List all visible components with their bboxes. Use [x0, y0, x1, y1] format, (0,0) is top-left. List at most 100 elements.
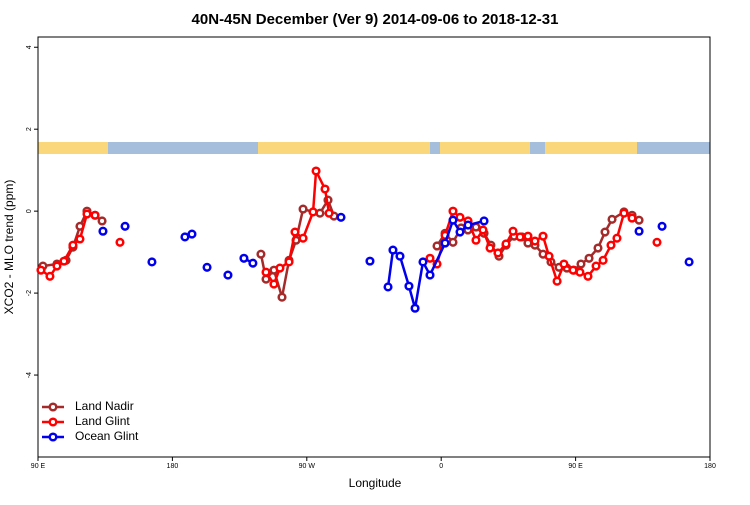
data-point — [493, 248, 503, 258]
data-point — [97, 216, 107, 226]
data-point — [455, 212, 465, 222]
data-point — [147, 257, 157, 267]
data-point — [239, 253, 249, 263]
data-point — [261, 267, 271, 277]
data-point — [256, 249, 266, 259]
data-point — [320, 184, 330, 194]
legend-label: Land Glint — [75, 414, 130, 428]
y-axis-label: XCO2 - MLO trend (ppm) — [2, 180, 16, 315]
data-point — [298, 204, 308, 214]
data-point — [583, 271, 593, 281]
data-point — [223, 270, 233, 280]
data-point — [575, 267, 585, 277]
x-tick-label: 180 — [167, 463, 179, 470]
data-point — [619, 208, 629, 218]
data-point — [395, 251, 405, 261]
data-point — [501, 239, 511, 249]
data-point — [479, 216, 489, 226]
x-tick-label: 0 — [439, 463, 443, 470]
x-tick-label: 90 E — [568, 463, 583, 470]
data-point — [432, 241, 442, 251]
data-point — [485, 243, 495, 253]
x-axis-label: Longitude — [349, 476, 402, 490]
plot-frame — [37, 36, 711, 458]
data-point — [115, 237, 125, 247]
data-point — [568, 265, 578, 275]
chart-title: 40N-45N December (Ver 9) 2014-09-06 to 2… — [192, 11, 559, 28]
data-point — [448, 206, 458, 216]
legend-marker — [48, 417, 58, 427]
data-point — [600, 227, 610, 237]
data-point — [365, 256, 375, 266]
data-point — [248, 258, 258, 268]
legend-marker — [48, 432, 58, 442]
data-point — [463, 220, 473, 230]
data-point — [634, 215, 644, 225]
data-point — [598, 255, 608, 265]
data-point — [612, 233, 622, 243]
data-point — [75, 234, 85, 244]
data-point — [593, 243, 603, 253]
data-point — [75, 221, 85, 231]
data-point — [388, 245, 398, 255]
data-point — [308, 207, 318, 217]
legend-label: Ocean Glint — [75, 429, 139, 443]
data-point — [652, 237, 662, 247]
data-point — [538, 231, 548, 241]
data-point — [90, 210, 100, 220]
data-point — [410, 303, 420, 313]
data-point — [425, 253, 435, 263]
land-ocean-strip — [38, 142, 710, 154]
data-point — [591, 261, 601, 271]
data-point — [657, 221, 667, 231]
data-point — [315, 208, 325, 218]
data-point — [544, 251, 554, 261]
data-point — [52, 261, 62, 271]
data-point — [98, 226, 108, 236]
data-point — [180, 232, 190, 242]
data-point — [508, 226, 518, 236]
data-point — [324, 208, 334, 218]
data-point — [515, 232, 525, 242]
data-point — [120, 221, 130, 231]
data-point — [448, 215, 458, 225]
data-point — [634, 226, 644, 236]
data-point — [448, 237, 458, 247]
data-point — [425, 270, 435, 280]
x-tick-label: 90 E — [31, 463, 46, 470]
data-point — [627, 213, 637, 223]
data-point — [523, 231, 533, 241]
data-point — [584, 253, 594, 263]
data-point — [36, 265, 46, 275]
data-point — [275, 263, 285, 273]
data-point — [552, 276, 562, 286]
data-point — [290, 227, 300, 237]
y-tick-label: 0 — [26, 209, 33, 213]
data-point — [684, 257, 694, 267]
x-tick-label: 180 — [704, 463, 716, 470]
x-tick-label: 90 W — [299, 463, 316, 470]
y-tick-label: -2 — [26, 290, 33, 296]
data-point — [45, 271, 55, 281]
data-point — [311, 166, 321, 176]
data-point — [455, 227, 465, 237]
data-point — [59, 256, 69, 266]
data-point — [440, 238, 450, 248]
data-point — [277, 292, 287, 302]
data-point — [284, 257, 294, 267]
y-tick-label: 2 — [26, 127, 33, 131]
data-point — [559, 259, 569, 269]
data-point — [383, 282, 393, 292]
data-point — [418, 257, 428, 267]
data-point — [478, 225, 488, 235]
data-point — [298, 233, 308, 243]
data-point — [576, 259, 586, 269]
legend-label: Land Nadir — [75, 399, 134, 413]
data-point — [523, 238, 533, 248]
data-point — [606, 240, 616, 250]
legend-marker — [48, 402, 58, 412]
data-point — [202, 262, 212, 272]
data-point — [269, 279, 279, 289]
data-point — [82, 209, 92, 219]
